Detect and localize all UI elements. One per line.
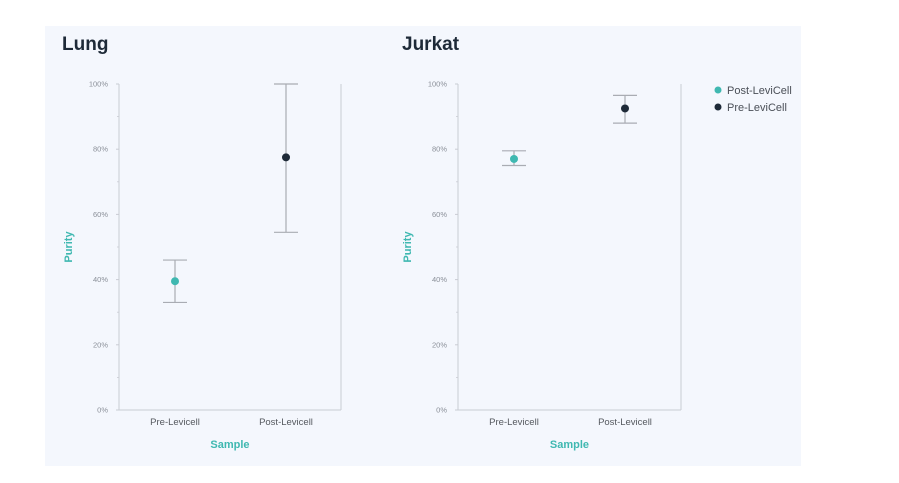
y-tick-label: 0% (436, 406, 447, 415)
y-tick-label: 100% (89, 80, 109, 89)
y-tick-label: 0% (97, 406, 108, 415)
chart-panel (45, 26, 801, 466)
x-category-label: Pre-Levicell (150, 417, 200, 428)
y-tick-label: 100% (428, 80, 448, 89)
chart-title: Jurkat (402, 34, 460, 55)
y-tick-label: 20% (93, 340, 108, 349)
legend-label: Pre-LeviCell (727, 102, 787, 114)
y-tick-label: 60% (432, 210, 447, 219)
x-axis-title: Sample (550, 439, 589, 451)
y-tick-label: 60% (93, 210, 108, 219)
legend: Post-LeviCell Pre-LeviCell (714, 85, 792, 114)
y-axis-title: Purity (63, 231, 75, 263)
data-point (621, 104, 629, 113)
y-tick-label: 40% (93, 275, 108, 284)
legend-marker (714, 103, 722, 111)
chart-jurkat: Jurkat 0% 20% 40% 60% 80% 100% Pre-Levicell Post… (402, 34, 682, 451)
y-axis-title: Purity (402, 231, 414, 263)
x-category-label: Post-Levicell (259, 417, 313, 428)
x-axis-title: Sample (210, 439, 249, 451)
x-category-label: Pre-Levicell (489, 417, 539, 428)
data-point (282, 153, 290, 162)
y-tick-label: 80% (432, 145, 447, 154)
x-category-label: Post-Levicell (598, 417, 652, 428)
y-tick-label: 20% (432, 340, 447, 349)
chart-lung: Lung 0% 20% 40% 60% 80% 100% Pre-Levicell Post-L… (62, 34, 342, 451)
y-tick-label: 40% (432, 275, 447, 284)
data-point (510, 154, 518, 163)
legend-label: Post-LeviCell (727, 85, 792, 97)
legend-marker (714, 86, 722, 94)
data-point (171, 277, 179, 286)
y-tick-label: 80% (93, 145, 108, 154)
chart-title: Lung (62, 34, 108, 55)
